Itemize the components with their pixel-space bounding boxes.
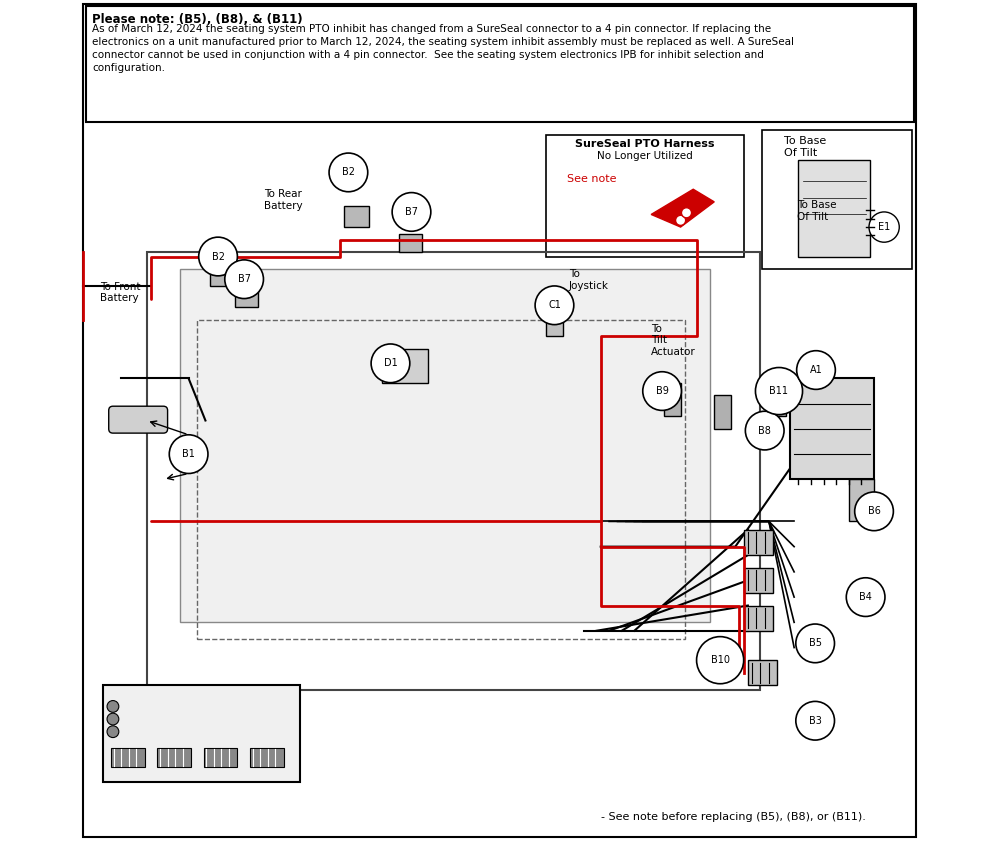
Circle shape <box>855 492 893 531</box>
Circle shape <box>846 578 885 616</box>
Text: B1: B1 <box>182 449 195 459</box>
FancyBboxPatch shape <box>744 568 773 593</box>
Circle shape <box>796 624 835 663</box>
FancyBboxPatch shape <box>769 383 786 416</box>
Text: To
Tilt
Actuator: To Tilt Actuator <box>651 324 696 357</box>
Circle shape <box>169 435 208 473</box>
FancyBboxPatch shape <box>744 530 773 555</box>
FancyBboxPatch shape <box>546 135 744 257</box>
FancyBboxPatch shape <box>180 269 710 622</box>
Text: B5: B5 <box>809 638 822 648</box>
FancyBboxPatch shape <box>235 288 258 307</box>
Circle shape <box>535 286 574 325</box>
Text: B10: B10 <box>711 655 730 665</box>
Circle shape <box>107 713 119 725</box>
FancyBboxPatch shape <box>798 160 870 257</box>
Circle shape <box>681 208 692 218</box>
FancyBboxPatch shape <box>344 206 369 227</box>
Text: As of March 12, 2024 the seating system PTO inhibit has changed from a SureSeal : As of March 12, 2024 the seating system … <box>92 24 794 73</box>
Text: D1: D1 <box>384 358 397 368</box>
FancyBboxPatch shape <box>109 406 168 433</box>
FancyBboxPatch shape <box>382 349 428 383</box>
Text: - See note before replacing (B5), (B8), or (B11).: - See note before replacing (B5), (B8), … <box>601 812 866 822</box>
Circle shape <box>676 215 686 225</box>
FancyBboxPatch shape <box>714 395 731 429</box>
FancyBboxPatch shape <box>762 130 912 269</box>
Text: SureSeal PTO Harness: SureSeal PTO Harness <box>575 139 714 149</box>
FancyBboxPatch shape <box>157 748 191 767</box>
Circle shape <box>745 411 784 450</box>
Text: B3: B3 <box>809 716 822 726</box>
Text: E1: E1 <box>878 222 890 232</box>
Text: B2: B2 <box>212 251 225 262</box>
Circle shape <box>796 701 835 740</box>
FancyBboxPatch shape <box>399 234 422 252</box>
Polygon shape <box>651 189 714 227</box>
FancyBboxPatch shape <box>204 748 237 767</box>
FancyBboxPatch shape <box>103 685 300 782</box>
Text: B9: B9 <box>656 386 669 396</box>
Circle shape <box>371 344 410 383</box>
Circle shape <box>697 637 744 684</box>
FancyBboxPatch shape <box>546 311 563 336</box>
FancyBboxPatch shape <box>849 479 874 521</box>
Circle shape <box>869 212 899 242</box>
Text: B2: B2 <box>342 167 355 177</box>
FancyBboxPatch shape <box>664 383 681 416</box>
Circle shape <box>392 193 431 231</box>
Text: A1: A1 <box>810 365 822 375</box>
Circle shape <box>797 351 835 389</box>
FancyBboxPatch shape <box>210 265 235 286</box>
Text: B11: B11 <box>769 386 788 396</box>
Text: To Base
Of Tilt: To Base Of Tilt <box>797 200 836 222</box>
FancyBboxPatch shape <box>250 748 284 767</box>
Text: To Rear
Battery: To Rear Battery <box>264 189 303 211</box>
Circle shape <box>755 368 803 415</box>
FancyBboxPatch shape <box>748 660 777 685</box>
Circle shape <box>107 726 119 738</box>
FancyBboxPatch shape <box>83 4 916 837</box>
FancyBboxPatch shape <box>111 748 145 767</box>
Text: To Front
Battery: To Front Battery <box>100 282 141 304</box>
Text: C1: C1 <box>548 300 561 310</box>
FancyBboxPatch shape <box>86 6 914 122</box>
Text: To Base
Of Tilt: To Base Of Tilt <box>784 136 826 158</box>
Circle shape <box>329 153 368 192</box>
Circle shape <box>643 372 681 410</box>
Circle shape <box>107 701 119 712</box>
Text: B8: B8 <box>758 426 771 436</box>
FancyBboxPatch shape <box>790 378 874 479</box>
Text: B7: B7 <box>238 274 251 284</box>
Text: B4: B4 <box>859 592 872 602</box>
Text: Please note: (B5), (B8), & (B11): Please note: (B5), (B8), & (B11) <box>92 13 303 25</box>
Text: To
Joystick: To Joystick <box>569 269 609 291</box>
Circle shape <box>199 237 237 276</box>
FancyBboxPatch shape <box>744 606 773 631</box>
Text: B6: B6 <box>868 506 880 516</box>
Text: See note: See note <box>567 174 617 184</box>
Circle shape <box>225 260 263 299</box>
Text: B7: B7 <box>405 207 418 217</box>
Text: No Longer Utilized: No Longer Utilized <box>597 151 692 161</box>
